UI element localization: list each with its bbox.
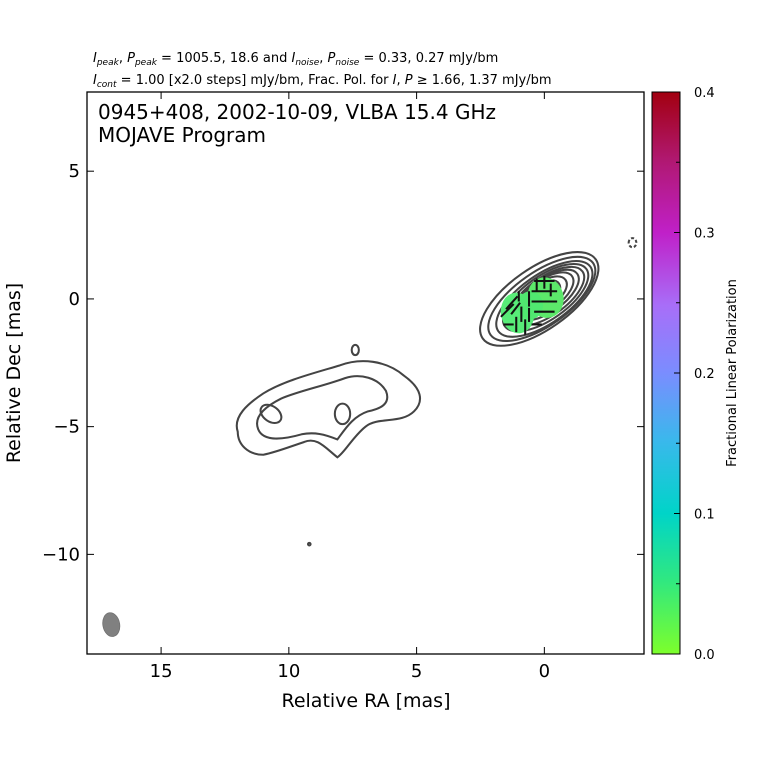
x-tick-label: 15 [150,661,173,682]
y-tick-label: 0 [69,289,80,310]
jet-knot-north [350,343,360,357]
jet-knot-far [306,541,312,547]
plot-title-line-2: MOJAVE Program [98,123,266,147]
y-tick-label: 5 [69,161,80,182]
x-axis: 15 10 5 0 [150,92,550,682]
jet-outer-contour [235,360,422,459]
colorbar: 0.0 0.1 0.2 0.3 0.4 Fractional Linear Polari… [651,86,740,663]
colorbar-tick-label: 0.3 [694,227,715,242]
beam-ellipse [102,612,121,637]
header-line-1: Ipeak, Ppeak = 1005.5, 18.6 and Inoise, … [93,51,498,68]
jet-knot-northeast [627,237,638,249]
jet-hole-west [333,402,352,426]
y-axis: 5 0 −5 −10 [42,161,644,565]
evpa-ticks [500,275,558,335]
y-axis-label: Relative Dec [mas] [3,283,25,463]
x-axis-label: Relative RA [mas] [281,690,450,712]
x-tick-label: 0 [539,661,550,682]
plot-area [102,237,638,637]
plot-frame [86,91,645,655]
x-tick-label: 10 [277,661,300,682]
data-layer [102,237,638,637]
colorbar-tick-label: 0.0 [694,648,715,663]
y-tick-label: −5 [53,417,80,438]
jet-inner-contour [256,375,389,441]
colorbar-label: Fractional Linear Polarization [725,279,740,467]
x-tick-label: 5 [411,661,422,682]
colorbar-tick-label: 0.2 [694,367,715,382]
colorbar-tick-label: 0.1 [694,508,715,523]
colorbar-ticks: 0.0 0.1 0.2 0.3 0.4 [674,86,715,663]
jet-hole-east [259,403,283,424]
jet-contours [235,237,638,547]
plot-title-line-1: 0945+408, 2002-10-09, VLBA 15.4 GHz [98,100,496,124]
colorbar-tick-label: 0.4 [694,86,715,101]
header-line-2: Icont = 1.00 [x2.0 steps] mJy/bm, Frac. … [93,73,552,90]
y-tick-label: −10 [42,544,80,565]
